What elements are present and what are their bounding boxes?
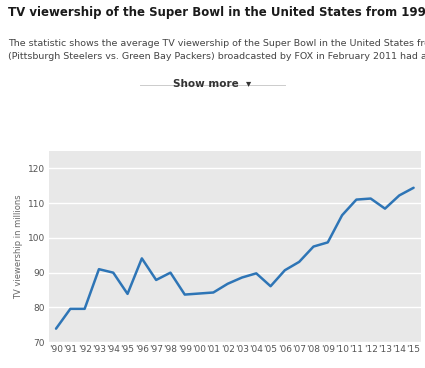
- Text: TV viewership of the Super Bowl in the United States from 1990 to 2015 (in milli: TV viewership of the Super Bowl in the U…: [8, 6, 425, 18]
- Text: (Pittsburgh Steelers vs. Green Bay Packers) broadcasted by FOX in February 2011 : (Pittsburgh Steelers vs. Green Bay Packe…: [8, 52, 425, 61]
- Y-axis label: TV viewership in millions: TV viewership in millions: [14, 194, 23, 299]
- Text: The statistic shows the average TV viewership of the Super Bowl in the United St: The statistic shows the average TV viewe…: [8, 39, 425, 47]
- Text: Show more  ▾: Show more ▾: [173, 79, 252, 89]
